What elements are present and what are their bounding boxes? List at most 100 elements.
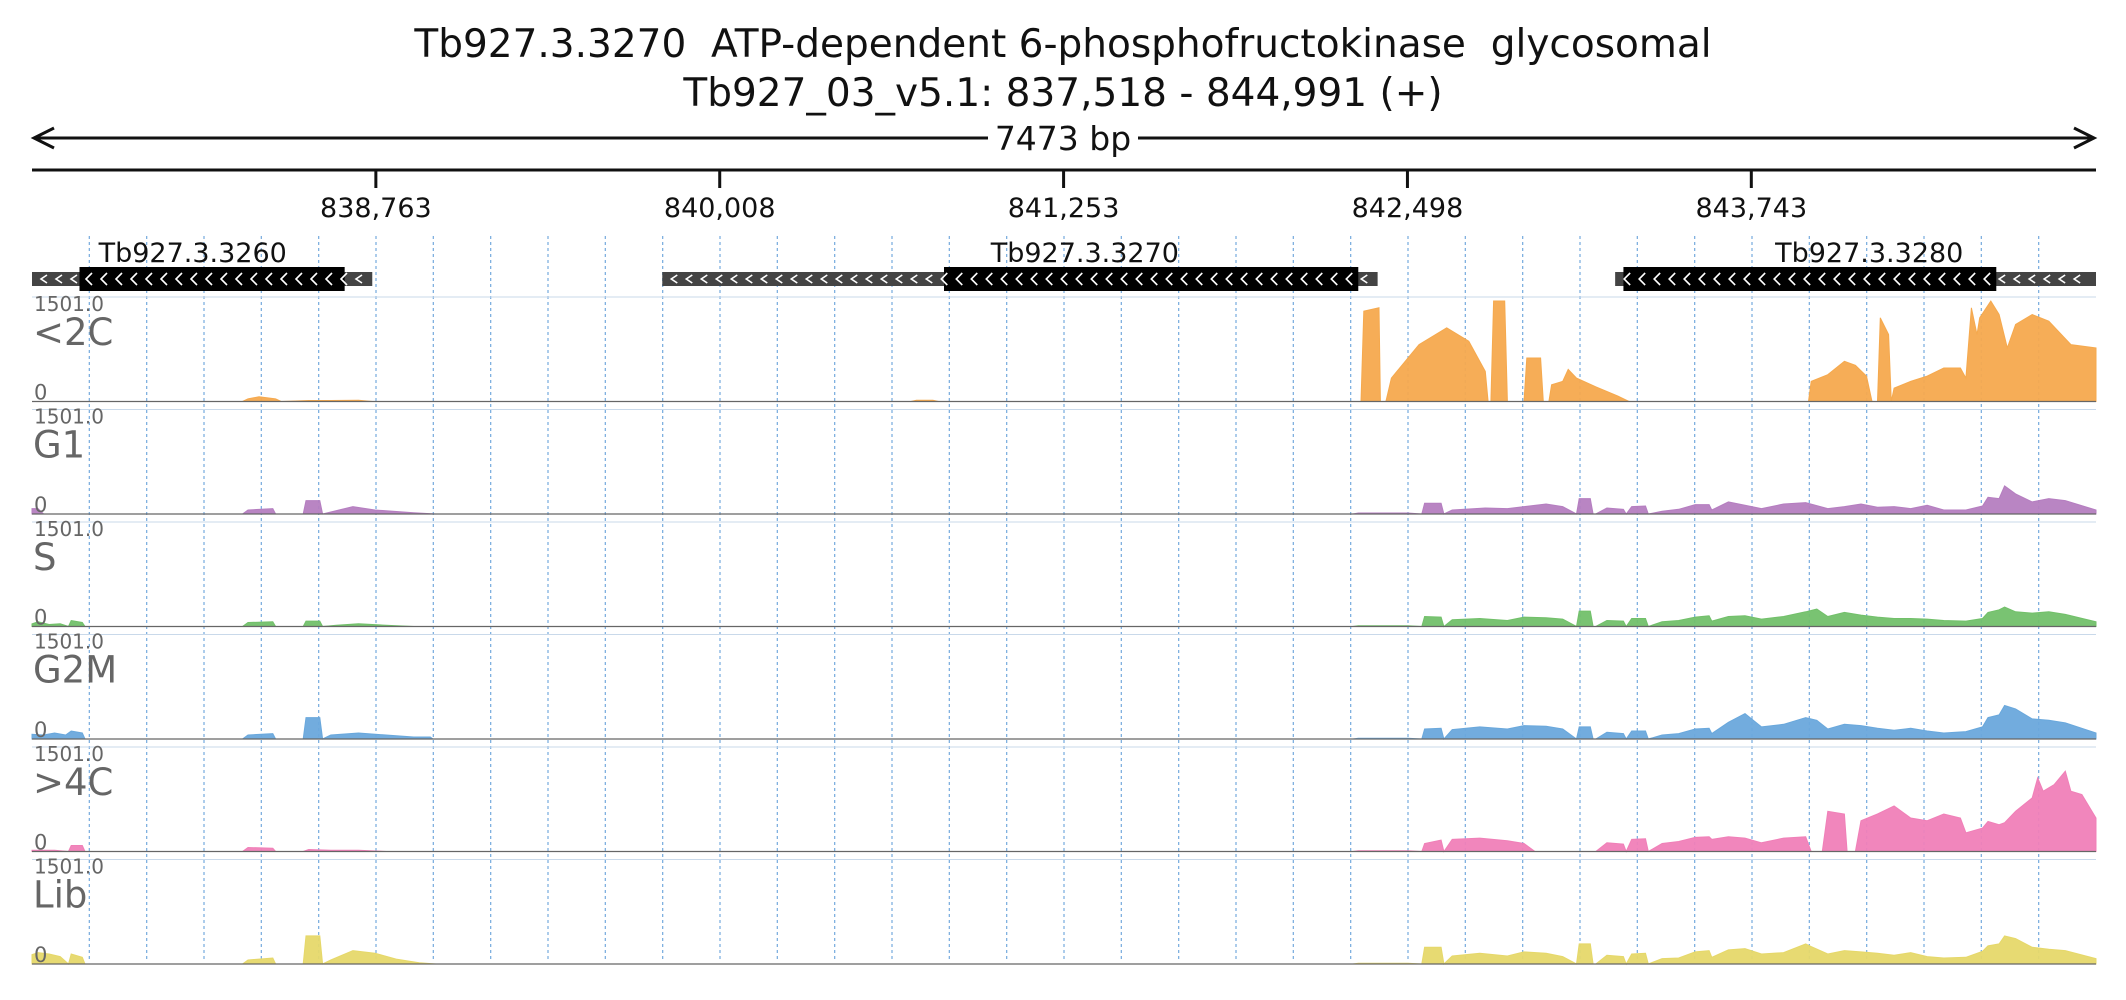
track-max-label: 1501.0: [34, 292, 104, 316]
strand-arrow: [2057, 274, 2066, 284]
grid-lines: [88, 236, 2040, 962]
strand-arrow: [1683, 272, 1691, 286]
strand-arrow: [2042, 274, 2051, 284]
strand-arrow: [1818, 272, 1826, 286]
strand-arrow: [1923, 272, 1931, 286]
strand-arrow: [84, 272, 93, 286]
strand-arrow: [2027, 274, 2036, 284]
strand-arrow: [985, 272, 993, 286]
strand-arrow: [1983, 272, 1991, 286]
strand-arrow: [1848, 272, 1856, 286]
track-name-label: S: [33, 536, 57, 579]
strand-arrow: [1833, 272, 1841, 286]
strand-arrow: [309, 272, 318, 286]
strand-arrow: [894, 274, 903, 284]
strand-arrow: [879, 274, 888, 284]
strand-arrow: [294, 272, 303, 286]
region-subtitle: Tb927_03_v5.1: 837,518 - 844,991 (+): [683, 71, 1443, 116]
track-name-label: G1: [33, 424, 85, 467]
track-min-label: 0: [34, 381, 47, 405]
strand-arrow: [1773, 272, 1781, 286]
strand-arrow: [1060, 272, 1068, 286]
strand-arrow: [1638, 272, 1646, 286]
strand-arrow: [684, 274, 693, 284]
ruler-tick-label: 840,008: [664, 193, 776, 224]
strand-arrow: [1180, 272, 1188, 286]
gene-label: Tb927.3.3280: [1774, 238, 1963, 269]
strand-arrow: [714, 274, 723, 284]
track-name-label: <2C: [33, 311, 113, 354]
ruler-tick-label: 838,763: [320, 193, 432, 224]
gene-label: Tb927.3.3260: [98, 238, 287, 269]
strand-arrow: [279, 272, 288, 286]
track-max-label: 1501.0: [34, 742, 104, 766]
strand-arrow: [1713, 272, 1721, 286]
strand-arrow: [909, 274, 918, 284]
strand-arrow: [1075, 272, 1083, 286]
strand-arrow: [1953, 272, 1961, 286]
strand-arrow: [234, 272, 243, 286]
track-min-label: 0: [34, 943, 47, 967]
coverage-track: 1501.0 0 G1: [31, 405, 2097, 517]
coverage-track: 1501.0 0 >4C: [31, 742, 2097, 855]
strand-arrow: [159, 272, 168, 286]
strand-arrow: [1045, 272, 1053, 286]
track-name-label: G2M: [33, 649, 117, 692]
track-max-label: 1501.0: [34, 405, 104, 429]
strand-arrow: [804, 274, 813, 284]
strand-arrow: [1300, 272, 1308, 286]
strand-arrow: [189, 272, 198, 286]
coverage-track: 1501.0 0 G2M: [31, 630, 2097, 742]
strand-arrow: [1120, 272, 1128, 286]
strand-arrow: [174, 272, 183, 286]
strand-arrow: [699, 274, 708, 284]
strand-arrow: [1893, 272, 1901, 286]
ruler-tick-label: 841,253: [1008, 193, 1120, 224]
strand-arrow: [1345, 272, 1353, 286]
strand-arrow: [1803, 272, 1811, 286]
strand-arrow: [1240, 272, 1248, 286]
strand-arrow: [1285, 272, 1293, 286]
strand-arrow: [1997, 274, 2006, 284]
track-min-label: 0: [34, 493, 47, 517]
strand-arrow: [249, 272, 258, 286]
strand-arrow: [1315, 272, 1323, 286]
strand-arrow: [54, 274, 63, 284]
strand-arrow: [669, 274, 678, 284]
strand-arrow: [1330, 272, 1338, 286]
strand-arrow: [744, 274, 753, 284]
strand-arrow: [924, 274, 933, 284]
strand-arrow: [819, 274, 828, 284]
ruler-tick-label: 843,743: [1695, 193, 1807, 224]
coverage-area: [32, 300, 2097, 403]
gene-feature: Tb927.3.3260: [32, 238, 373, 291]
strand-arrow: [114, 272, 123, 286]
ruler-tick-label: 842,498: [1352, 193, 1464, 224]
gene-feature: Tb927.3.3270: [662, 238, 1378, 291]
strand-arrow: [99, 272, 108, 286]
track-min-label: 0: [34, 831, 47, 855]
track-name-label: >4C: [33, 761, 113, 804]
strand-arrow: [264, 272, 273, 286]
strand-arrow: [1938, 272, 1946, 286]
strand-arrow: [1210, 272, 1218, 286]
strand-arrow: [1150, 272, 1158, 286]
strand-arrow: [1225, 272, 1233, 286]
strand-arrow: [1270, 272, 1278, 286]
strand-arrow: [1135, 272, 1143, 286]
strand-arrow: [1165, 272, 1173, 286]
strand-arrow: [774, 274, 783, 284]
coverage-area: [31, 770, 2097, 853]
strand-arrow: [1000, 272, 1008, 286]
strand-arrow: [1968, 272, 1976, 286]
strand-arrow: [69, 274, 78, 284]
strand-arrow: [354, 274, 363, 284]
track-max-label: 1501.0: [34, 517, 104, 541]
strand-arrow: [1788, 272, 1796, 286]
track-min-label: 0: [34, 718, 47, 742]
strand-arrow: [864, 274, 873, 284]
track-min-label: 0: [34, 606, 47, 630]
strand-arrow: [1015, 272, 1023, 286]
